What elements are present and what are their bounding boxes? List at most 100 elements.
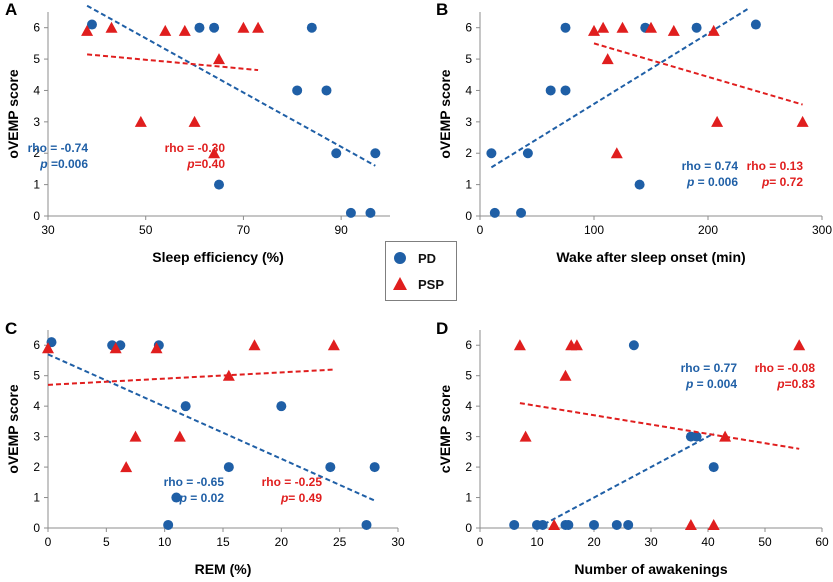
panel-c-pd-point bbox=[276, 401, 287, 412]
panel-a-pd-point bbox=[321, 85, 332, 96]
panel-b-x-tick-label: 300 bbox=[812, 223, 832, 237]
panel-c-y-tick-label: 5 bbox=[33, 369, 40, 383]
panel-a-psp-point bbox=[237, 21, 250, 33]
panel-b-y-tick-label: 6 bbox=[465, 21, 472, 35]
panel-b-psp-point bbox=[616, 21, 629, 33]
panel-b-psp-point bbox=[707, 24, 720, 36]
panel-c-psp-point bbox=[248, 339, 261, 351]
panel-b-pd-trend-line bbox=[490, 8, 749, 169]
panel-c: C 0 1 2 3 4 5 6 0 5 10 15 20 25 30 REM (%) oVEMP score bbox=[5, 319, 405, 577]
panel-d-psp-point bbox=[519, 430, 532, 442]
panel-b-psp-point bbox=[601, 53, 614, 65]
panel-c-pd-point bbox=[180, 401, 191, 412]
panel-d-psp-rho-label: rho = -0.08 bbox=[755, 361, 816, 375]
panel-b-pd-point bbox=[516, 207, 527, 218]
panel-a-y-tick-label: 2 bbox=[33, 146, 40, 160]
legend-item-psp: PSP bbox=[392, 274, 444, 294]
panel-d-pd-point bbox=[611, 519, 622, 530]
panel-c-psp-rho-label: rho = -0.25 bbox=[262, 475, 323, 489]
panel-b-y-tick-label: 0 bbox=[465, 209, 472, 223]
panel-a-y-tick-label: 6 bbox=[33, 21, 40, 35]
panel-d-psp-point bbox=[513, 339, 526, 351]
panel-a-psp-point bbox=[159, 24, 172, 36]
panel-d-y-tick-label: 3 bbox=[465, 430, 472, 444]
panel-d-psp-p-label: p=0.83 bbox=[776, 377, 815, 391]
panel-c-pd-trend-line bbox=[47, 353, 376, 502]
panel-c-psp-point bbox=[42, 342, 54, 354]
panel-c-y-tick-label: 2 bbox=[33, 460, 40, 474]
panel-a-y-axis-label: oVEMP score bbox=[5, 69, 21, 158]
panel-c-letter: C bbox=[5, 319, 17, 338]
legend-label-pd: PD bbox=[418, 250, 437, 266]
legend-item-pd: PD bbox=[392, 248, 436, 268]
panel-c-pd-point bbox=[223, 462, 234, 473]
panel-b-psp-rho-label: rho = 0.13 bbox=[747, 159, 804, 173]
panel-b-pd-point bbox=[560, 85, 571, 96]
panel-d-psp-trend-line bbox=[519, 402, 800, 450]
panel-a-psp-p-label: p=0.40 bbox=[186, 157, 225, 171]
panel-c-pd-p-label: p = 0.02 bbox=[179, 491, 225, 505]
panel-c-y-tick-label: 4 bbox=[33, 399, 40, 413]
panel-a-pd-point bbox=[214, 179, 224, 190]
panel-a-psp-point bbox=[208, 147, 221, 159]
panel-b-letter: B bbox=[436, 0, 448, 19]
panel-c-x-tick-label: 0 bbox=[45, 535, 52, 549]
panel-d-pd-point bbox=[509, 519, 520, 530]
panel-a-x-axis-label: Sleep efficiency (%) bbox=[152, 249, 284, 265]
panel-c-pd-point bbox=[325, 462, 336, 473]
panel-c-psp-p-label: p= 0.49 bbox=[280, 491, 322, 505]
panel-c-psp-point bbox=[327, 339, 340, 351]
panel-a-pd-p-label: p =0.006 bbox=[39, 157, 88, 171]
panel-b-psp-point bbox=[711, 115, 724, 127]
panel-c-x-axis-label: REM (%) bbox=[195, 561, 252, 577]
panel-d-y-axis-label: cVEMP score bbox=[437, 385, 453, 474]
panel-d-x-tick-label: 30 bbox=[644, 535, 658, 549]
panel-a-pd-point bbox=[306, 22, 317, 33]
panel-c-psp-point bbox=[150, 342, 163, 354]
panel-a-y-tick-label: 4 bbox=[33, 83, 40, 97]
panel-c-psp-point bbox=[173, 430, 186, 442]
panel-d-pd-point bbox=[708, 462, 719, 473]
panel-d-psp-point bbox=[570, 339, 583, 351]
panel-d-y-tick-label: 5 bbox=[465, 369, 472, 383]
panel-b-pd-point bbox=[486, 148, 497, 159]
panel-b-y-tick-label: 5 bbox=[465, 52, 472, 66]
panel-b-x-tick-label: 100 bbox=[584, 223, 604, 237]
panel-c-pd-rho-label: rho = -0.65 bbox=[164, 475, 225, 489]
panel-c-y-tick-label: 3 bbox=[33, 430, 40, 444]
panel-c-pd-point bbox=[163, 519, 174, 530]
panel-d-pd-point bbox=[563, 519, 574, 530]
panel-b-pd-point bbox=[545, 85, 556, 96]
panel-a-x-tick-label: 50 bbox=[139, 223, 153, 237]
panel-a-pd-point bbox=[86, 19, 97, 30]
panel-c-x-tick-label: 5 bbox=[103, 535, 110, 549]
panel-c-x-tick-label: 30 bbox=[391, 535, 405, 549]
panel-d-y-tick-label: 2 bbox=[465, 460, 472, 474]
panel-b-psp-point bbox=[667, 24, 680, 36]
panel-c-x-tick-label: 20 bbox=[275, 535, 289, 549]
panel-a-psp-point bbox=[252, 21, 265, 33]
panel-d-x-tick-label: 50 bbox=[758, 535, 772, 549]
panel-b-psp-point bbox=[645, 21, 657, 33]
panel-a-pd-point bbox=[194, 22, 205, 33]
panel-d-psp-point bbox=[684, 518, 697, 530]
panel-d-psp-point bbox=[559, 369, 572, 381]
panel-a-x-tick-label: 30 bbox=[41, 223, 55, 237]
panel-d-pd-point bbox=[628, 340, 639, 351]
panel-d-y-tick-label: 1 bbox=[465, 491, 472, 505]
pd-circle-icon bbox=[394, 252, 406, 264]
panel-b-psp-point bbox=[610, 147, 623, 159]
panel-c-x-tick-label: 15 bbox=[216, 535, 230, 549]
panel-d-x-tick-label: 40 bbox=[701, 535, 715, 549]
panel-d-pd-rho-label: rho = 0.77 bbox=[681, 361, 738, 375]
panel-c-psp-point bbox=[120, 461, 133, 473]
panel-a-y-tick-label: 0 bbox=[33, 209, 40, 223]
panel-b-x-tick-label: 0 bbox=[477, 223, 484, 237]
panel-a-pd-trend-line bbox=[86, 4, 376, 167]
panel-b-psp-trend-line bbox=[593, 42, 803, 106]
panel-c-pd-point bbox=[361, 519, 372, 530]
panel-b-x-tick-label: 200 bbox=[698, 223, 718, 237]
panel-d-psp-point bbox=[793, 339, 806, 351]
panel-d-pd-point bbox=[537, 519, 548, 530]
